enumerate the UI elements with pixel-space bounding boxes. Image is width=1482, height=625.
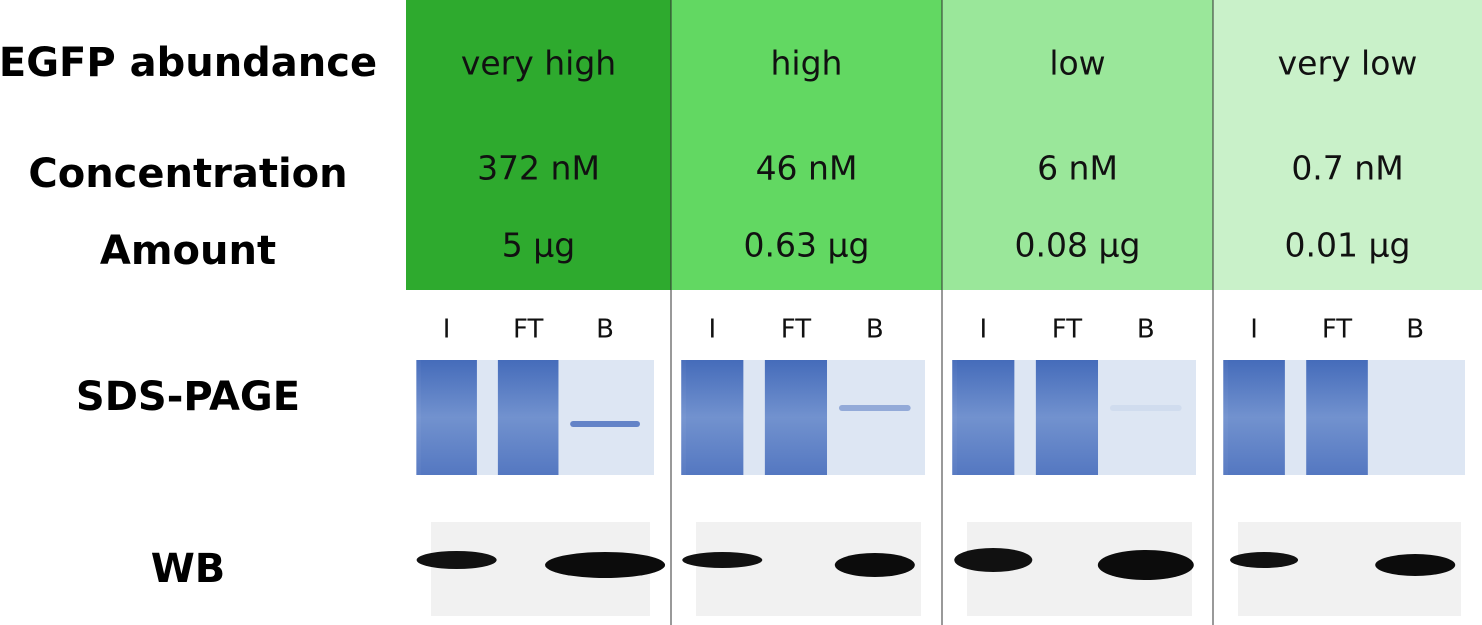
blot-band <box>1097 550 1194 580</box>
abundance: low <box>1049 44 1105 83</box>
amount: 0.08 µg <box>1015 226 1141 265</box>
concentration: 372 nM <box>477 149 600 188</box>
lane-label: I <box>443 315 451 345</box>
row-label: Concentration <box>28 151 347 197</box>
concentration: 6 nM <box>1037 149 1118 188</box>
lane-label: I <box>1250 315 1258 345</box>
gel-lane <box>497 360 559 475</box>
header-cell <box>1213 0 1482 290</box>
blot-band <box>416 551 497 569</box>
header-cell <box>942 0 1213 290</box>
blot-band <box>545 552 666 578</box>
lane-label: B <box>1137 315 1155 345</box>
blot-band <box>682 552 763 568</box>
gel-band <box>838 405 911 411</box>
gel-lane <box>1306 360 1368 475</box>
blot-band <box>1375 554 1456 576</box>
row-label: SDS-PAGE <box>76 374 300 420</box>
amount: 0.01 µg <box>1285 226 1411 265</box>
lane-label: FT <box>1322 315 1352 345</box>
lane-label: B <box>596 315 614 345</box>
header-cell <box>671 0 942 290</box>
row-label: WB <box>151 546 226 592</box>
concentration: 0.7 nM <box>1291 149 1403 188</box>
gel-lane <box>681 360 744 475</box>
lane-label: FT <box>1052 315 1082 345</box>
blot-band <box>1230 552 1299 568</box>
row-label: Amount <box>100 228 276 274</box>
lane-label: I <box>979 315 987 345</box>
gel-lane <box>416 360 477 475</box>
lane-label: I <box>708 315 716 345</box>
gel-lane <box>764 360 828 475</box>
lane-label: B <box>1406 315 1424 345</box>
lane-label: FT <box>781 315 811 345</box>
header-cell <box>406 0 671 290</box>
lane-label: B <box>866 315 884 345</box>
gel-band <box>1109 405 1182 411</box>
blot-band <box>834 553 915 577</box>
gel-lane <box>1223 360 1285 475</box>
blot-band <box>954 548 1033 572</box>
row-label: EGFP abundance <box>0 40 377 86</box>
gel-band <box>570 421 641 427</box>
lane-label: FT <box>513 315 543 345</box>
abundance: very low <box>1278 44 1418 83</box>
concentration: 46 nM <box>756 149 858 188</box>
gel-lane <box>952 360 1015 475</box>
abundance: high <box>771 44 843 83</box>
amount: 5 µg <box>502 226 575 265</box>
abundance: very high <box>461 44 616 83</box>
gel-lane <box>1035 360 1099 475</box>
amount: 0.63 µg <box>744 226 870 265</box>
